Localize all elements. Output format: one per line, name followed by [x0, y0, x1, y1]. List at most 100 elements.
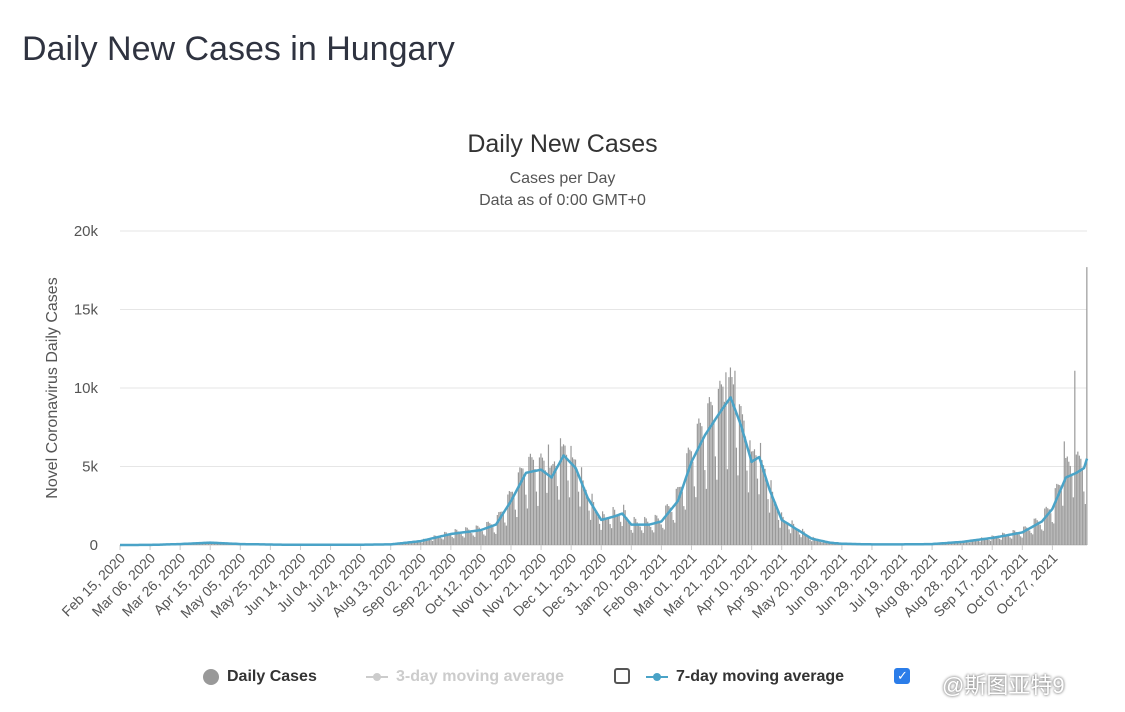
daily-case-bar	[1065, 457, 1067, 545]
daily-case-bar	[671, 511, 673, 545]
daily-case-bar	[430, 540, 432, 545]
daily-case-bar	[1051, 522, 1053, 545]
daily-case-bar	[826, 541, 828, 545]
daily-case-bar	[550, 465, 553, 545]
daily-case-bar	[537, 505, 539, 545]
daily-case-bar	[534, 469, 536, 545]
daily-case-bar	[702, 438, 704, 545]
daily-case-bar	[962, 541, 965, 545]
daily-case-bar	[552, 463, 554, 545]
daily-case-bar	[408, 542, 410, 545]
chart-legend: Daily Cases 3-day moving average 7-day m…	[0, 668, 1125, 694]
legend-3day-ma[interactable]: 3-day moving average	[366, 668, 564, 686]
checkbox-unchecked-icon[interactable]	[614, 668, 630, 684]
daily-case-bar	[759, 442, 762, 545]
daily-case-bar	[621, 526, 623, 545]
daily-case-bar	[605, 518, 607, 545]
daily-case-bar	[666, 504, 668, 545]
checkbox-checked-icon[interactable]	[894, 668, 910, 684]
legend-3day-toggle[interactable]	[614, 668, 630, 684]
daily-case-bar	[538, 457, 541, 545]
daily-case-bar	[496, 515, 498, 545]
daily-case-bar	[746, 470, 748, 545]
daily-case-bar	[414, 541, 416, 545]
daily-case-bar	[683, 506, 685, 545]
daily-case-bar	[490, 524, 492, 545]
daily-case-bar	[589, 519, 592, 545]
daily-case-bar	[577, 491, 580, 545]
daily-case-bar	[519, 467, 521, 545]
daily-case-bar	[749, 440, 751, 545]
legend-7day-toggle[interactable]	[894, 668, 910, 684]
daily-case-bar	[1060, 490, 1062, 545]
chart-data-timestamp: Data as of 0:00 GMT+0	[479, 192, 646, 209]
daily-case-bar	[780, 512, 783, 545]
daily-case-bar	[701, 426, 703, 545]
daily-case-bar	[829, 542, 831, 545]
daily-case-bar	[442, 539, 444, 545]
daily-case-bar	[980, 537, 983, 545]
daily-case-bar	[672, 519, 674, 545]
daily-case-bar	[1038, 521, 1040, 545]
chart-title: Daily New Cases	[467, 130, 658, 158]
daily-case-bar	[1027, 528, 1029, 545]
daily-case-bar	[627, 522, 629, 545]
legend-daily-cases[interactable]: Daily Cases	[203, 668, 317, 686]
daily-case-bar	[451, 536, 453, 545]
daily-case-bar	[734, 370, 736, 545]
daily-case-bar	[510, 491, 512, 545]
daily-case-bar	[677, 487, 679, 545]
daily-case-bar	[489, 523, 491, 545]
daily-case-bar	[662, 527, 664, 545]
page-title: Daily New Cases in Hungary	[22, 30, 455, 68]
daily-case-bar	[961, 541, 963, 545]
daily-case-bar	[480, 529, 482, 545]
daily-case-bar	[463, 537, 465, 545]
daily-case-bar	[525, 494, 527, 545]
daily-case-bar	[427, 539, 429, 545]
daily-case-bar	[603, 514, 605, 545]
daily-case-bar	[696, 423, 698, 545]
daily-case-bar	[528, 456, 530, 545]
daily-case-bar	[608, 518, 610, 545]
daily-case-bar	[456, 529, 458, 545]
daily-case-bar	[1059, 485, 1061, 545]
daily-case-bar	[435, 535, 437, 545]
daily-case-bar	[740, 406, 742, 545]
daily-case-bar	[782, 516, 784, 545]
daily-case-bar	[618, 515, 620, 545]
daily-case-bar	[595, 510, 598, 545]
daily-case-bar	[559, 438, 562, 545]
legend-7day-ma[interactable]: 7-day moving average	[646, 668, 844, 686]
daily-case-bar	[629, 524, 631, 545]
legend-7day-ma-label: 7-day moving average	[676, 668, 845, 685]
daily-case-bar	[797, 530, 799, 545]
daily-case-bar	[1063, 441, 1065, 545]
daily-case-bar	[723, 401, 726, 545]
daily-case-bar	[444, 531, 446, 545]
daily-case-bar	[477, 525, 479, 545]
daily-case-bar	[418, 541, 420, 545]
daily-case-bar	[1047, 508, 1049, 545]
daily-case-bar	[832, 543, 834, 545]
daily-case-bar	[681, 491, 683, 545]
daily-case-bar	[779, 527, 781, 545]
daily-case-bar	[982, 537, 984, 545]
daily-case-bar	[409, 542, 411, 545]
daily-case-bar	[1071, 476, 1073, 545]
daily-case-bar	[1017, 533, 1019, 545]
daily-case-bar	[654, 514, 656, 545]
daily-case-bar	[507, 494, 509, 545]
daily-case-bar	[668, 506, 670, 545]
moving-average-line	[120, 396, 1089, 547]
daily-case-bar	[674, 522, 676, 545]
daily-case-bar	[659, 520, 661, 545]
daily-case-bar	[1008, 535, 1010, 545]
daily-case-bar	[774, 501, 777, 545]
daily-case-bar	[693, 486, 695, 545]
daily-case-bar	[767, 499, 769, 545]
daily-case-bar	[531, 457, 533, 545]
daily-case-bar	[576, 468, 578, 545]
daily-case-bar	[785, 521, 787, 545]
daily-case-bar	[459, 532, 461, 545]
